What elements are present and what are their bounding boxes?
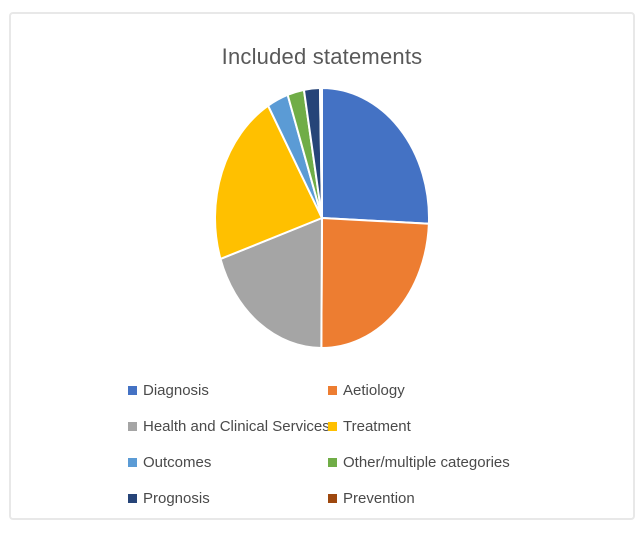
legend-label: Outcomes [143, 453, 212, 471]
pie-slice-aetiology [320, 217, 430, 350]
legend-item-aetiology: Aetiology [328, 382, 528, 399]
legend-label: Prevention [343, 489, 415, 507]
legend-label: Other/multiple categories [343, 453, 510, 471]
legend-swatch-prognosis [128, 493, 137, 503]
legend-label: Aetiology [343, 381, 405, 399]
pie-slice-diagnosis [321, 87, 430, 225]
legend-item-treatment: Treatment [328, 418, 528, 435]
legend-swatch-diagnosis [128, 385, 137, 395]
pie-slice-prevention [318, 86, 323, 219]
pie-slice-health-and-clinical-services [219, 217, 323, 349]
legend-item-prevention: Prevention [328, 490, 528, 507]
legend-label: Health and Clinical Services [143, 417, 330, 435]
legend-label: Treatment [343, 417, 411, 435]
legend-swatch-aetiology [328, 385, 337, 395]
legend-swatch-treatment [328, 421, 337, 431]
legend-swatch-health-and-clinical-services [128, 421, 137, 431]
legend-item-outcomes: Outcomes [128, 454, 328, 471]
legend-item-diagnosis: Diagnosis [128, 382, 328, 399]
legend-swatch-other-multiple-categories [328, 457, 337, 467]
legend-item-other-multiple-categories: Other/multiple categories [328, 454, 528, 471]
pie-slice-treatment [214, 104, 323, 260]
chart-title: Included statements [221, 44, 423, 69]
legend-label: Diagnosis [143, 381, 209, 399]
legend-swatch-prevention [328, 493, 337, 503]
legend-label: Prognosis [143, 489, 210, 507]
legend-swatch-outcomes [128, 457, 137, 467]
chart-legend: Diagnosis Aetiology Health and Clinical Se… [128, 372, 528, 516]
legend-item-prognosis: Prognosis [128, 490, 328, 507]
legend-item-health-and-clinical-services: Health and Clinical Services [128, 417, 330, 435]
